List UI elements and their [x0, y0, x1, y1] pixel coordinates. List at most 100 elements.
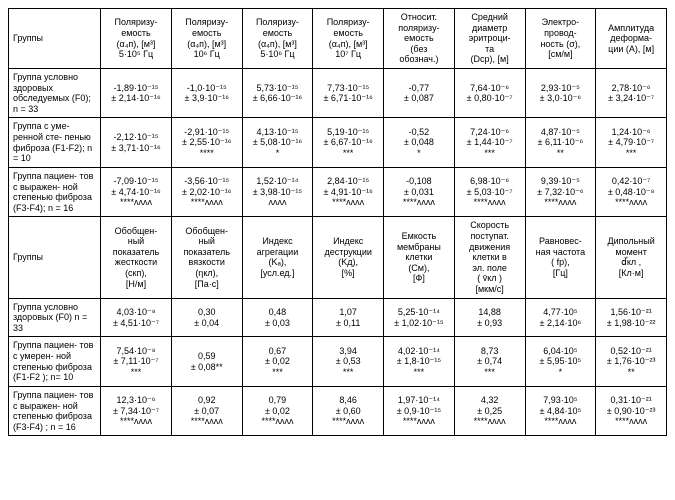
column-header-text: Равновес- ная частота ( fр), [Гц]	[528, 236, 594, 278]
data-cell: 6,04·10⁵ ± 5,95·10⁵ *	[525, 337, 596, 386]
data-cell: 8,46 ± 0,60 ****ʌʌʌʌ	[313, 386, 384, 435]
data-cell: 7,64·10⁻⁶ ± 0,80·10⁻⁷	[454, 69, 525, 118]
column-header-text: Обобщен- ный показатель жесткости (cкп),…	[103, 226, 169, 290]
column-header-text: Обобщен- ный показатель вязкости (ηкл), …	[174, 226, 240, 290]
data-cell: 7,54·10⁻⁸ ± 7,11·10⁻⁷ ***	[101, 337, 172, 386]
column-header: Индекс деструкции (Kд), [%]	[313, 217, 384, 298]
column-header: Дипольный момент d⃗кл , [Кл·м]	[596, 217, 667, 298]
data-cell-text: -3,56·10⁻¹⁵ ± 2,02·10⁻¹⁶ ****ʌʌʌʌ	[174, 176, 240, 208]
data-cell: 0,48 ± 0,03	[242, 298, 313, 337]
data-cell-text: 8,73 ± 0,74 ***	[457, 346, 523, 378]
table-row: Группа пациен- тов с выражен- ной степен…	[9, 386, 667, 435]
row-label: Группа пациен- тов с выражен- ной степен…	[9, 386, 101, 435]
column-header-text: Электро- провод- ность (σ), [см/м]	[528, 17, 594, 59]
data-cell: 0,42·10⁻⁷ ± 0,48·10⁻⁸ ****ʌʌʌʌ	[596, 167, 667, 216]
data-cell-text: 0,30 ± 0,04	[174, 307, 240, 328]
column-header: Средний диаметр эритроци- та (Dср), [м]	[454, 9, 525, 69]
data-cell-text: 1,56·10⁻²¹ ± 1,98·10⁻²²	[598, 307, 664, 328]
data-cell-text: 7,93·10⁵ ± 4,84·10⁵ ****ʌʌʌʌ	[528, 395, 594, 427]
data-cell: -0,52 ± 0,048 *	[384, 118, 455, 167]
data-cell: 4,02·10⁻¹⁴ ± 1,8·10⁻¹⁵ ***	[384, 337, 455, 386]
data-cell: 0,67 ± 0,02 ***	[242, 337, 313, 386]
data-cell-text: 4,87·10⁻⁵ ± 6,11·10⁻⁶ **	[528, 127, 594, 159]
row-label: Группа с уме- ренной сте- пенью фиброза …	[9, 118, 101, 167]
data-cell: -1,89·10⁻¹⁵ ± 2,14·10⁻¹⁶	[101, 69, 172, 118]
data-cell: 1,97·10⁻¹⁴ ± 0,9·10⁻¹⁵ ****ʌʌʌʌ	[384, 386, 455, 435]
column-header-text: Дипольный момент d⃗кл , [Кл·м]	[598, 236, 664, 278]
data-cell-text: -2,12·10⁻¹⁵ ± 3,71·10⁻¹⁶	[103, 132, 169, 153]
data-cell-text: -7,09·10⁻¹⁵ ± 4,74·10⁻¹⁶ ****ʌʌʌʌ	[103, 176, 169, 208]
table-row: Группа условно здоровых (F0) n = 334,03·…	[9, 298, 667, 337]
data-cell: 0,59 ± 0,08**	[171, 337, 242, 386]
row-label: Группа условно здоровых обследуемых (F0)…	[9, 69, 101, 118]
table-row: Группа условно здоровых обследуемых (F0)…	[9, 69, 667, 118]
table-row: Группа пациен- тов с умерен- ной степень…	[9, 337, 667, 386]
column-header: Относит. поляризу- емость (без обознач.)	[384, 9, 455, 69]
column-header-text: Индекс деструкции (Kд), [%]	[315, 236, 381, 278]
column-header: Обобщен- ный показатель вязкости (ηкл), …	[171, 217, 242, 298]
data-cell: 12,3·10⁻⁶ ± 7,34·10⁻⁷ ****ʌʌʌʌ	[101, 386, 172, 435]
data-cell-text: 0,31·10⁻²¹ ± 0,90·10⁻²³ ****ʌʌʌʌ	[598, 395, 664, 427]
column-header-text: Поляризу- емость (α₄п), [м³] 5·10⁵ Гц	[103, 17, 169, 59]
data-cell-text: 14,88 ± 0,93	[457, 307, 523, 328]
data-cell-text: 1,97·10⁻¹⁴ ± 0,9·10⁻¹⁵ ****ʌʌʌʌ	[386, 395, 452, 427]
data-table: ГруппыПоляризу- емость (α₄п), [м³] 5·10⁵…	[8, 8, 667, 436]
data-cell: 0,52·10⁻²¹ ± 1,76·10⁻²³ **	[596, 337, 667, 386]
data-cell-text: 8,46 ± 0,60 ****ʌʌʌʌ	[315, 395, 381, 427]
data-cell: 4,87·10⁻⁵ ± 6,11·10⁻⁶ **	[525, 118, 596, 167]
data-cell: 5,25·10⁻¹⁴ ± 1,02·10⁻¹⁵	[384, 298, 455, 337]
data-cell-text: 0,52·10⁻²¹ ± 1,76·10⁻²³ **	[598, 346, 664, 378]
data-cell-text: 2,84·10⁻¹⁵ ± 4,91·10⁻¹⁶ ****ʌʌʌʌ	[315, 176, 381, 208]
data-cell: 4,77·10⁵ ± 2,14·10⁶	[525, 298, 596, 337]
data-cell: 0,92 ± 0,07 ****ʌʌʌʌ	[171, 386, 242, 435]
data-cell-text: 12,3·10⁻⁶ ± 7,34·10⁻⁷ ****ʌʌʌʌ	[103, 395, 169, 427]
data-cell: 9,39·10⁻⁵ ± 7,32·10⁻⁶ ****ʌʌʌʌ	[525, 167, 596, 216]
data-cell-text: 1,24·10⁻⁶ ± 4,79·10⁻⁷ ***	[598, 127, 664, 159]
column-header-text: Амплитуда деформа- ции (A), [м]	[598, 23, 664, 55]
data-cell: 1,56·10⁻²¹ ± 1,98·10⁻²²	[596, 298, 667, 337]
data-cell: 2,78·10⁻⁶ ± 3,24·10⁻⁷	[596, 69, 667, 118]
data-cell-text: -2,91·10⁻¹⁵ ± 2,55·10⁻¹⁶ ****	[174, 127, 240, 159]
data-cell-text: 5,73·10⁻¹⁵ ± 6,66·10⁻¹⁶	[245, 83, 311, 104]
data-cell: 7,93·10⁵ ± 4,84·10⁵ ****ʌʌʌʌ	[525, 386, 596, 435]
data-cell-text: 0,42·10⁻⁷ ± 0,48·10⁻⁸ ****ʌʌʌʌ	[598, 176, 664, 208]
data-cell-text: 1,07 ± 0,11	[315, 307, 381, 328]
data-cell-text: 7,24·10⁻⁶ ± 1,44·10⁻⁷ ***	[457, 127, 523, 159]
column-header-text: Скорость поступат. движения клетки в эл.…	[457, 220, 523, 294]
data-cell-text: 7,73·10⁻¹⁵ ± 6,71·10⁻¹⁶	[315, 83, 381, 104]
row-label: Группа пациен- тов с умерен- ной степень…	[9, 337, 101, 386]
data-cell: -7,09·10⁻¹⁵ ± 4,74·10⁻¹⁶ ****ʌʌʌʌ	[101, 167, 172, 216]
data-cell-text: 7,54·10⁻⁸ ± 7,11·10⁻⁷ ***	[103, 346, 169, 378]
column-header-text: Поляризу- емость (α₄п), [м³] 10⁷ Гц	[315, 17, 381, 59]
data-cell-text: 4,32 ± 0,25 ****ʌʌʌʌ	[457, 395, 523, 427]
data-cell-text: -0,52 ± 0,048 *	[386, 127, 452, 159]
column-header: Поляризу- емость (α₄п), [м³] 5·10⁶ Гц	[242, 9, 313, 69]
column-header: Электро- провод- ность (σ), [см/м]	[525, 9, 596, 69]
data-cell: 4,32 ± 0,25 ****ʌʌʌʌ	[454, 386, 525, 435]
data-cell: -2,12·10⁻¹⁵ ± 3,71·10⁻¹⁶	[101, 118, 172, 167]
data-cell: 0,30 ± 0,04	[171, 298, 242, 337]
data-cell: -1,0·10⁻¹⁵ ± 3,9·10⁻¹⁶	[171, 69, 242, 118]
column-header-text: Индекс агрегации (Kₐ), [усл.ед.]	[245, 236, 311, 278]
data-cell-text: 4,13·10⁻¹⁵ ± 5,08·10⁻¹⁶ *	[245, 127, 311, 159]
data-cell-text: 0,48 ± 0,03	[245, 307, 311, 328]
data-cell: 2,93·10⁻⁵ ± 3,0·10⁻⁶	[525, 69, 596, 118]
data-cell-text: 6,04·10⁵ ± 5,95·10⁵ *	[528, 346, 594, 378]
data-cell: 5,73·10⁻¹⁵ ± 6,66·10⁻¹⁶	[242, 69, 313, 118]
data-cell-text: 0,59 ± 0,08**	[174, 351, 240, 372]
header-row-label: Группы	[9, 9, 101, 69]
data-cell-text: 1,52·10⁻¹⁴ ± 3,98·10⁻¹⁵ ʌʌʌʌ	[245, 176, 311, 208]
data-cell-text: -1,0·10⁻¹⁵ ± 3,9·10⁻¹⁶	[174, 83, 240, 104]
data-cell: 8,73 ± 0,74 ***	[454, 337, 525, 386]
data-cell: 2,84·10⁻¹⁵ ± 4,91·10⁻¹⁶ ****ʌʌʌʌ	[313, 167, 384, 216]
data-cell-text: 4,03·10⁻⁸ ± 4,51·10⁻⁷	[103, 307, 169, 328]
column-header: Индекс агрегации (Kₐ), [усл.ед.]	[242, 217, 313, 298]
data-cell: 1,24·10⁻⁶ ± 4,79·10⁻⁷ ***	[596, 118, 667, 167]
data-cell-text: -0,77 ± 0,087	[386, 83, 452, 104]
column-header-text: Средний диаметр эритроци- та (Dср), [м]	[457, 12, 523, 65]
row-label: Группа условно здоровых (F0) n = 33	[9, 298, 101, 337]
data-cell: -0,108 ± 0,031 ****ʌʌʌʌ	[384, 167, 455, 216]
data-cell: 1,07 ± 0,11	[313, 298, 384, 337]
column-header: Равновес- ная частота ( fр), [Гц]	[525, 217, 596, 298]
data-cell: 7,73·10⁻¹⁵ ± 6,71·10⁻¹⁶	[313, 69, 384, 118]
